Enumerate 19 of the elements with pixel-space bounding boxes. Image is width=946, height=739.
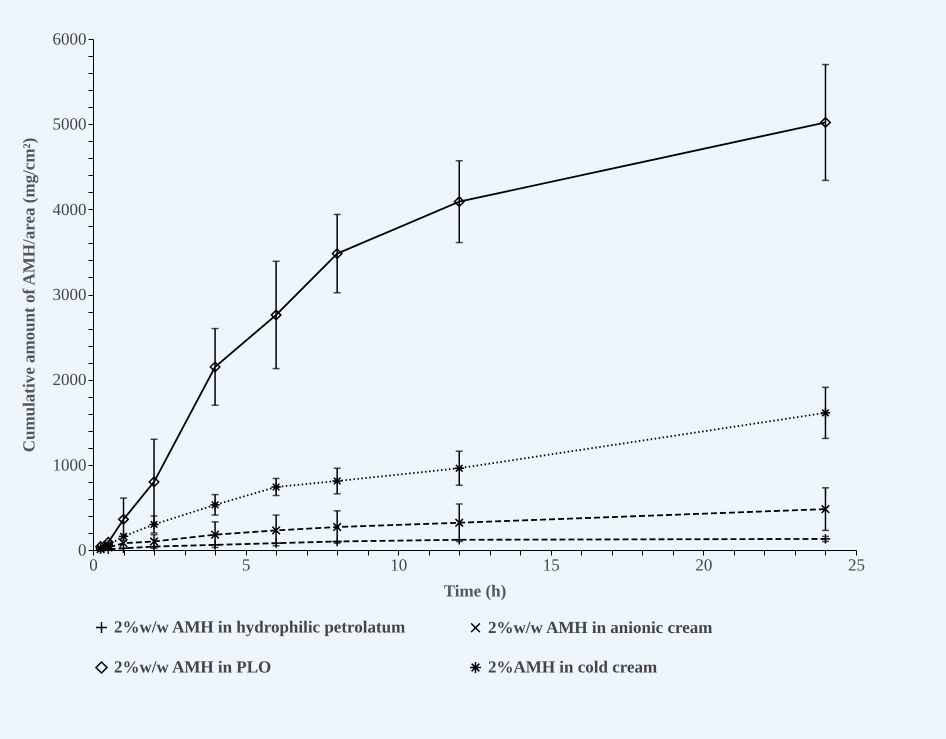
- legend-label: 2%w/w AMH in PLO: [114, 658, 272, 676]
- y-tick-label: 3000: [52, 285, 86, 304]
- x-tick-label: 15: [542, 556, 560, 574]
- y-tick-label: 0: [78, 540, 86, 560]
- x-tick-label: 10: [390, 556, 408, 574]
- x-tick-label: 5: [242, 556, 250, 574]
- y-tick-label: 6000: [52, 30, 86, 48]
- legend-label: 2%w/w AMH in anionic cream: [488, 618, 712, 637]
- y-tick-label: 4000: [52, 200, 86, 219]
- x-tick-label: 25: [848, 556, 865, 574]
- y-axis-title: Cumulative amount of AMH/area (mg/cm²): [20, 138, 38, 452]
- y-tick-label: 5000: [52, 114, 86, 134]
- legend-label: 2%w/w AMH in hydrophilic petrolatum: [114, 618, 406, 637]
- x-axis-title: Time (h): [444, 582, 506, 600]
- x-tick-label: 20: [695, 556, 712, 574]
- y-tick-label: 1000: [52, 455, 86, 474]
- legend-label: 2%AMH in cold cream: [488, 658, 658, 676]
- x-tick-label: 0: [89, 556, 98, 574]
- y-tick-label: 2000: [52, 370, 86, 390]
